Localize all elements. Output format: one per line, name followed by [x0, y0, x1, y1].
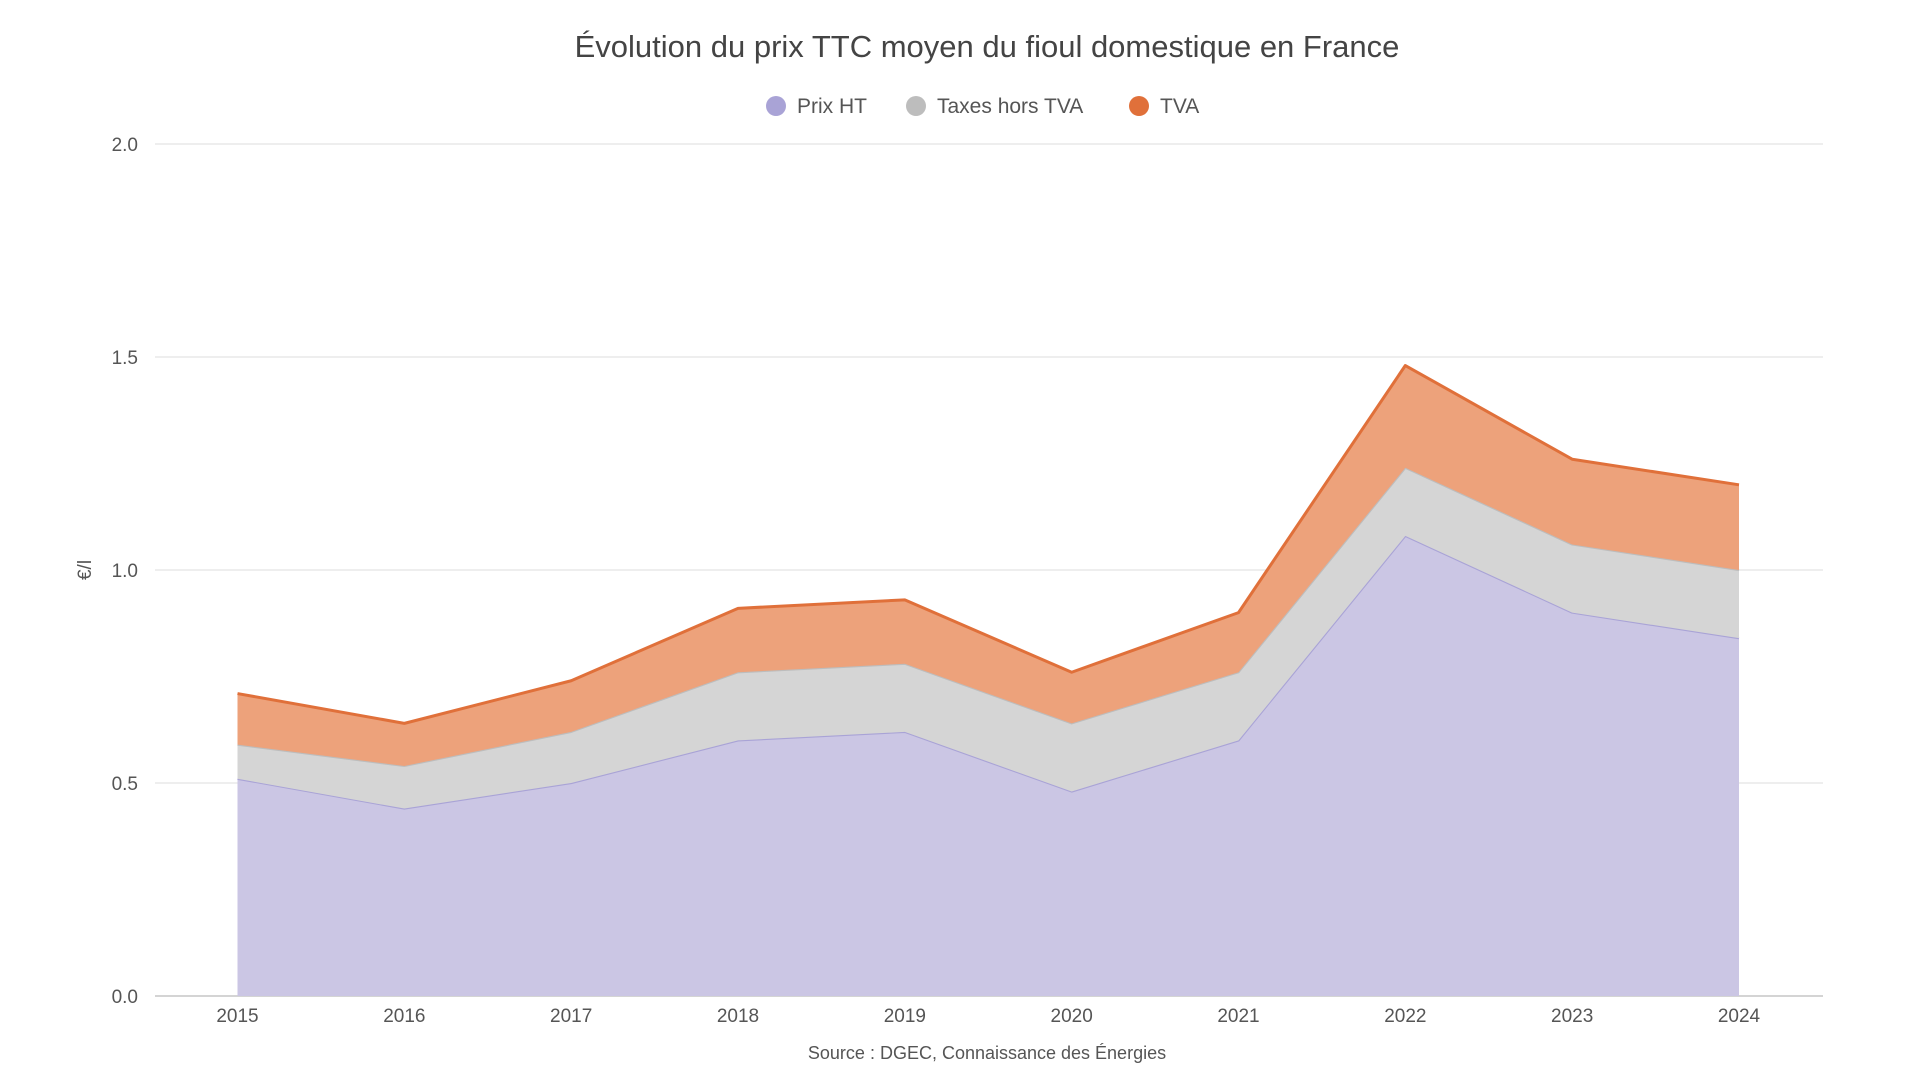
- y-axis: 0.0 0.5 1.0 1.5 2.0: [112, 135, 138, 1008]
- chart-title: Évolution du prix TTC moyen du fioul dom…: [575, 29, 1400, 64]
- area-prix-ht: [237, 535, 1739, 996]
- y-tick-label: 0.5: [112, 774, 138, 795]
- x-tick-label: 2016: [383, 1006, 425, 1027]
- legend-marker: [1129, 96, 1149, 116]
- x-axis: 2015 2016 2017 2018 2019 2020 2021 2022 2023 2024: [216, 1006, 1760, 1027]
- x-tick-label: 2015: [216, 1006, 258, 1027]
- area-taxes-hors-tva: [237, 467, 1739, 809]
- y-tick-label: 1.5: [112, 348, 138, 369]
- x-tick-label: 2018: [717, 1006, 759, 1027]
- x-tick-label: 2020: [1051, 1006, 1093, 1027]
- x-tick-label: 2022: [1384, 1006, 1426, 1027]
- x-tick-label: 2021: [1217, 1006, 1259, 1027]
- y-tick-label: 0.0: [112, 987, 138, 1008]
- x-tick-label: 2019: [884, 1006, 926, 1027]
- y-tick-label: 2.0: [112, 135, 138, 156]
- y-axis-label: €/l: [75, 560, 96, 580]
- legend: Prix HT Taxes hors TVA TVA: [766, 95, 1199, 118]
- x-tick-label: 2017: [550, 1006, 592, 1027]
- legend-marker: [766, 96, 786, 116]
- legend-marker: [906, 96, 926, 116]
- x-tick-label: 2024: [1718, 1006, 1761, 1027]
- line-tva: [237, 364, 1740, 725]
- area-tva: [237, 365, 1739, 766]
- legend-label: Prix HT: [797, 95, 867, 118]
- areas: [237, 364, 1740, 996]
- y-tick-label: 1.0: [112, 561, 138, 582]
- source-note: Source : DGEC, Connaissance des Énergies: [808, 1043, 1166, 1063]
- legend-label: Taxes hors TVA: [937, 95, 1083, 118]
- legend-label: TVA: [1160, 95, 1199, 118]
- x-tick-label: 2023: [1551, 1006, 1593, 1027]
